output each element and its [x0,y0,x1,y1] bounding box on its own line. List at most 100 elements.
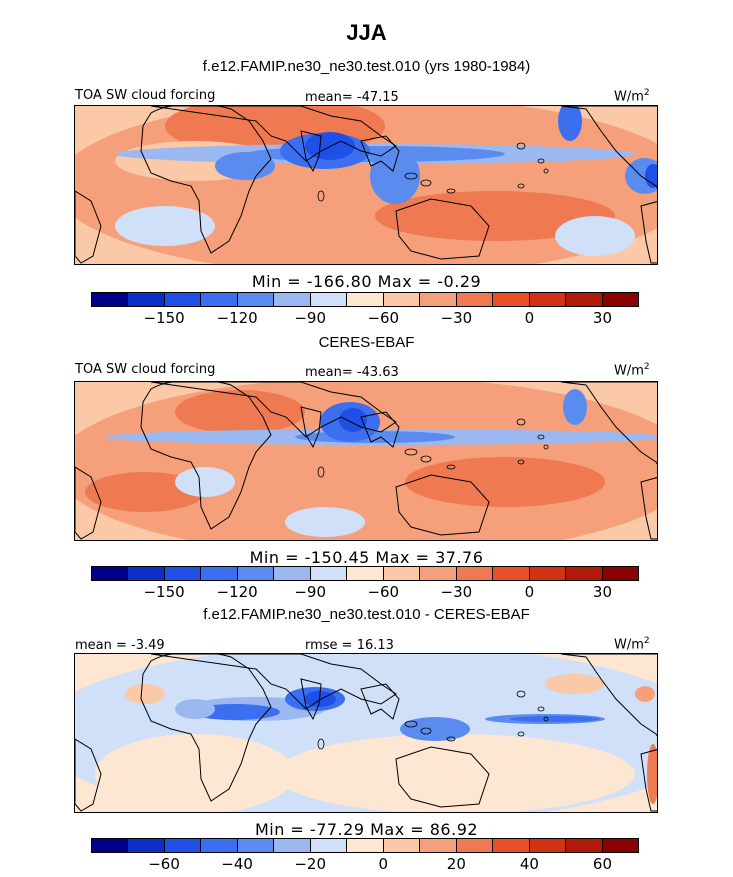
colorbar-tick-label: −120 [216,309,258,327]
colorbar-tick-label: −30 [440,309,473,327]
colorbar-tick-label: −90 [294,309,327,327]
panel-1-mean-label: mean= -47.15 [305,90,399,105]
colorbar-tick-label: −20 [294,855,327,873]
colorbar-swatch [493,293,530,306]
coastline [395,198,490,260]
colorbar-swatch [383,567,421,580]
colorbar-swatch [383,293,421,306]
coastline [640,201,657,264]
main-title: JJA [346,20,387,45]
coastline [75,190,102,264]
field-region [370,148,420,204]
field-region [645,164,657,188]
colorbar-swatch [420,839,457,852]
coastline [150,106,397,162]
panel-2-variable-label: TOA SW cloud forcing [75,362,216,377]
map-field [75,106,657,264]
colorbar-tick-label: 0 [524,583,535,601]
coastline [140,382,272,530]
panel-3-minmax: Min = -77.29 Max = 86.92 [254,820,479,839]
field-region [339,408,367,432]
island-coastline [404,172,418,180]
colorbar-swatch [164,293,202,306]
map-field [75,382,657,540]
coastline [640,477,657,540]
island-coastline [420,727,432,735]
colorbar-swatch [566,293,603,306]
field-region [635,686,655,702]
map-field [75,654,657,812]
colorbar-swatch [274,839,311,852]
field-region [285,507,365,537]
field-region [275,734,635,812]
island-coastline [516,418,526,426]
panel-3-colorbar [91,838,639,853]
coastline [560,106,657,189]
colorbar-swatch [128,293,165,306]
colorbar-swatch [128,567,165,580]
coastline [150,382,397,438]
field-region [375,191,615,241]
island-coastline [543,444,549,450]
colorbar-swatch [529,567,567,580]
colorbar-swatch [92,567,129,580]
colorbar-tick-label: 40 [519,855,539,873]
island-coastline [317,738,325,750]
colorbar-tick-label: 20 [446,855,466,873]
colorbar-tick-label: 60 [592,855,612,873]
panel-2-colorbar [91,566,639,581]
colorbar-tick-label: 30 [592,309,612,327]
colorbar-swatch [493,839,530,852]
colorbar-swatch [237,839,275,852]
colorbar-tick-label: −60 [367,309,400,327]
panel-1-units: W/m2 [614,88,650,105]
field-region [175,467,235,497]
colorbar-tick-label: −40 [221,855,253,873]
colorbar-tick-label: 0 [378,855,389,873]
panel-3-units: W/m2 [614,636,650,653]
colorbar-swatch [383,839,421,852]
field-region [647,744,657,804]
colorbar-swatch [274,567,311,580]
island-coastline [420,455,432,463]
panel-3-rmse-label: rmse = 16.13 [305,638,394,653]
panel-1-subtitle: f.e12.FAMIP.ne30_ne30.test.010 (yrs 1980… [202,58,531,75]
panel-1-map [74,105,658,265]
colorbar-swatch [602,839,639,852]
field-region [125,684,165,704]
colorbar-swatch [201,839,238,852]
coastline [300,406,322,449]
coastline [140,106,272,254]
panel-1-minmax: Min = -166.80 Max = -0.29 [251,272,482,291]
colorbar-tick-label: −150 [143,583,185,601]
colorbar-swatch [92,839,129,852]
panel-2-units: W/m2 [614,362,650,379]
colorbar-swatch [92,293,129,306]
coastline [150,654,397,710]
colorbar-swatch [237,293,275,306]
panel-2-minmax: Min = -150.45 Max = 37.76 [249,548,484,567]
field-region [405,457,605,507]
island-coastline [543,168,549,174]
field-region [175,390,305,434]
field-region [400,717,470,741]
colorbar-swatch [164,839,202,852]
island-coastline [543,716,549,722]
colorbar-tick-label: −150 [143,309,185,327]
field-region [555,216,635,256]
coastline [75,466,102,540]
colorbar-swatch [566,839,603,852]
colorbar-swatch [456,839,494,852]
panel-3-subtitle: f.e12.FAMIP.ne30_ne30.test.010 - CERES-E… [203,606,530,623]
coastline [300,678,322,721]
colorbar-swatch [164,567,202,580]
island-coastline [516,690,526,698]
island-coastline [420,179,432,187]
field-region [545,674,605,694]
colorbar-swatch [529,293,567,306]
colorbar-swatch [456,567,494,580]
coastline [560,654,657,737]
colorbar-tick-label: 30 [592,583,612,601]
colorbar-swatch [602,567,639,580]
coastline [395,474,490,536]
